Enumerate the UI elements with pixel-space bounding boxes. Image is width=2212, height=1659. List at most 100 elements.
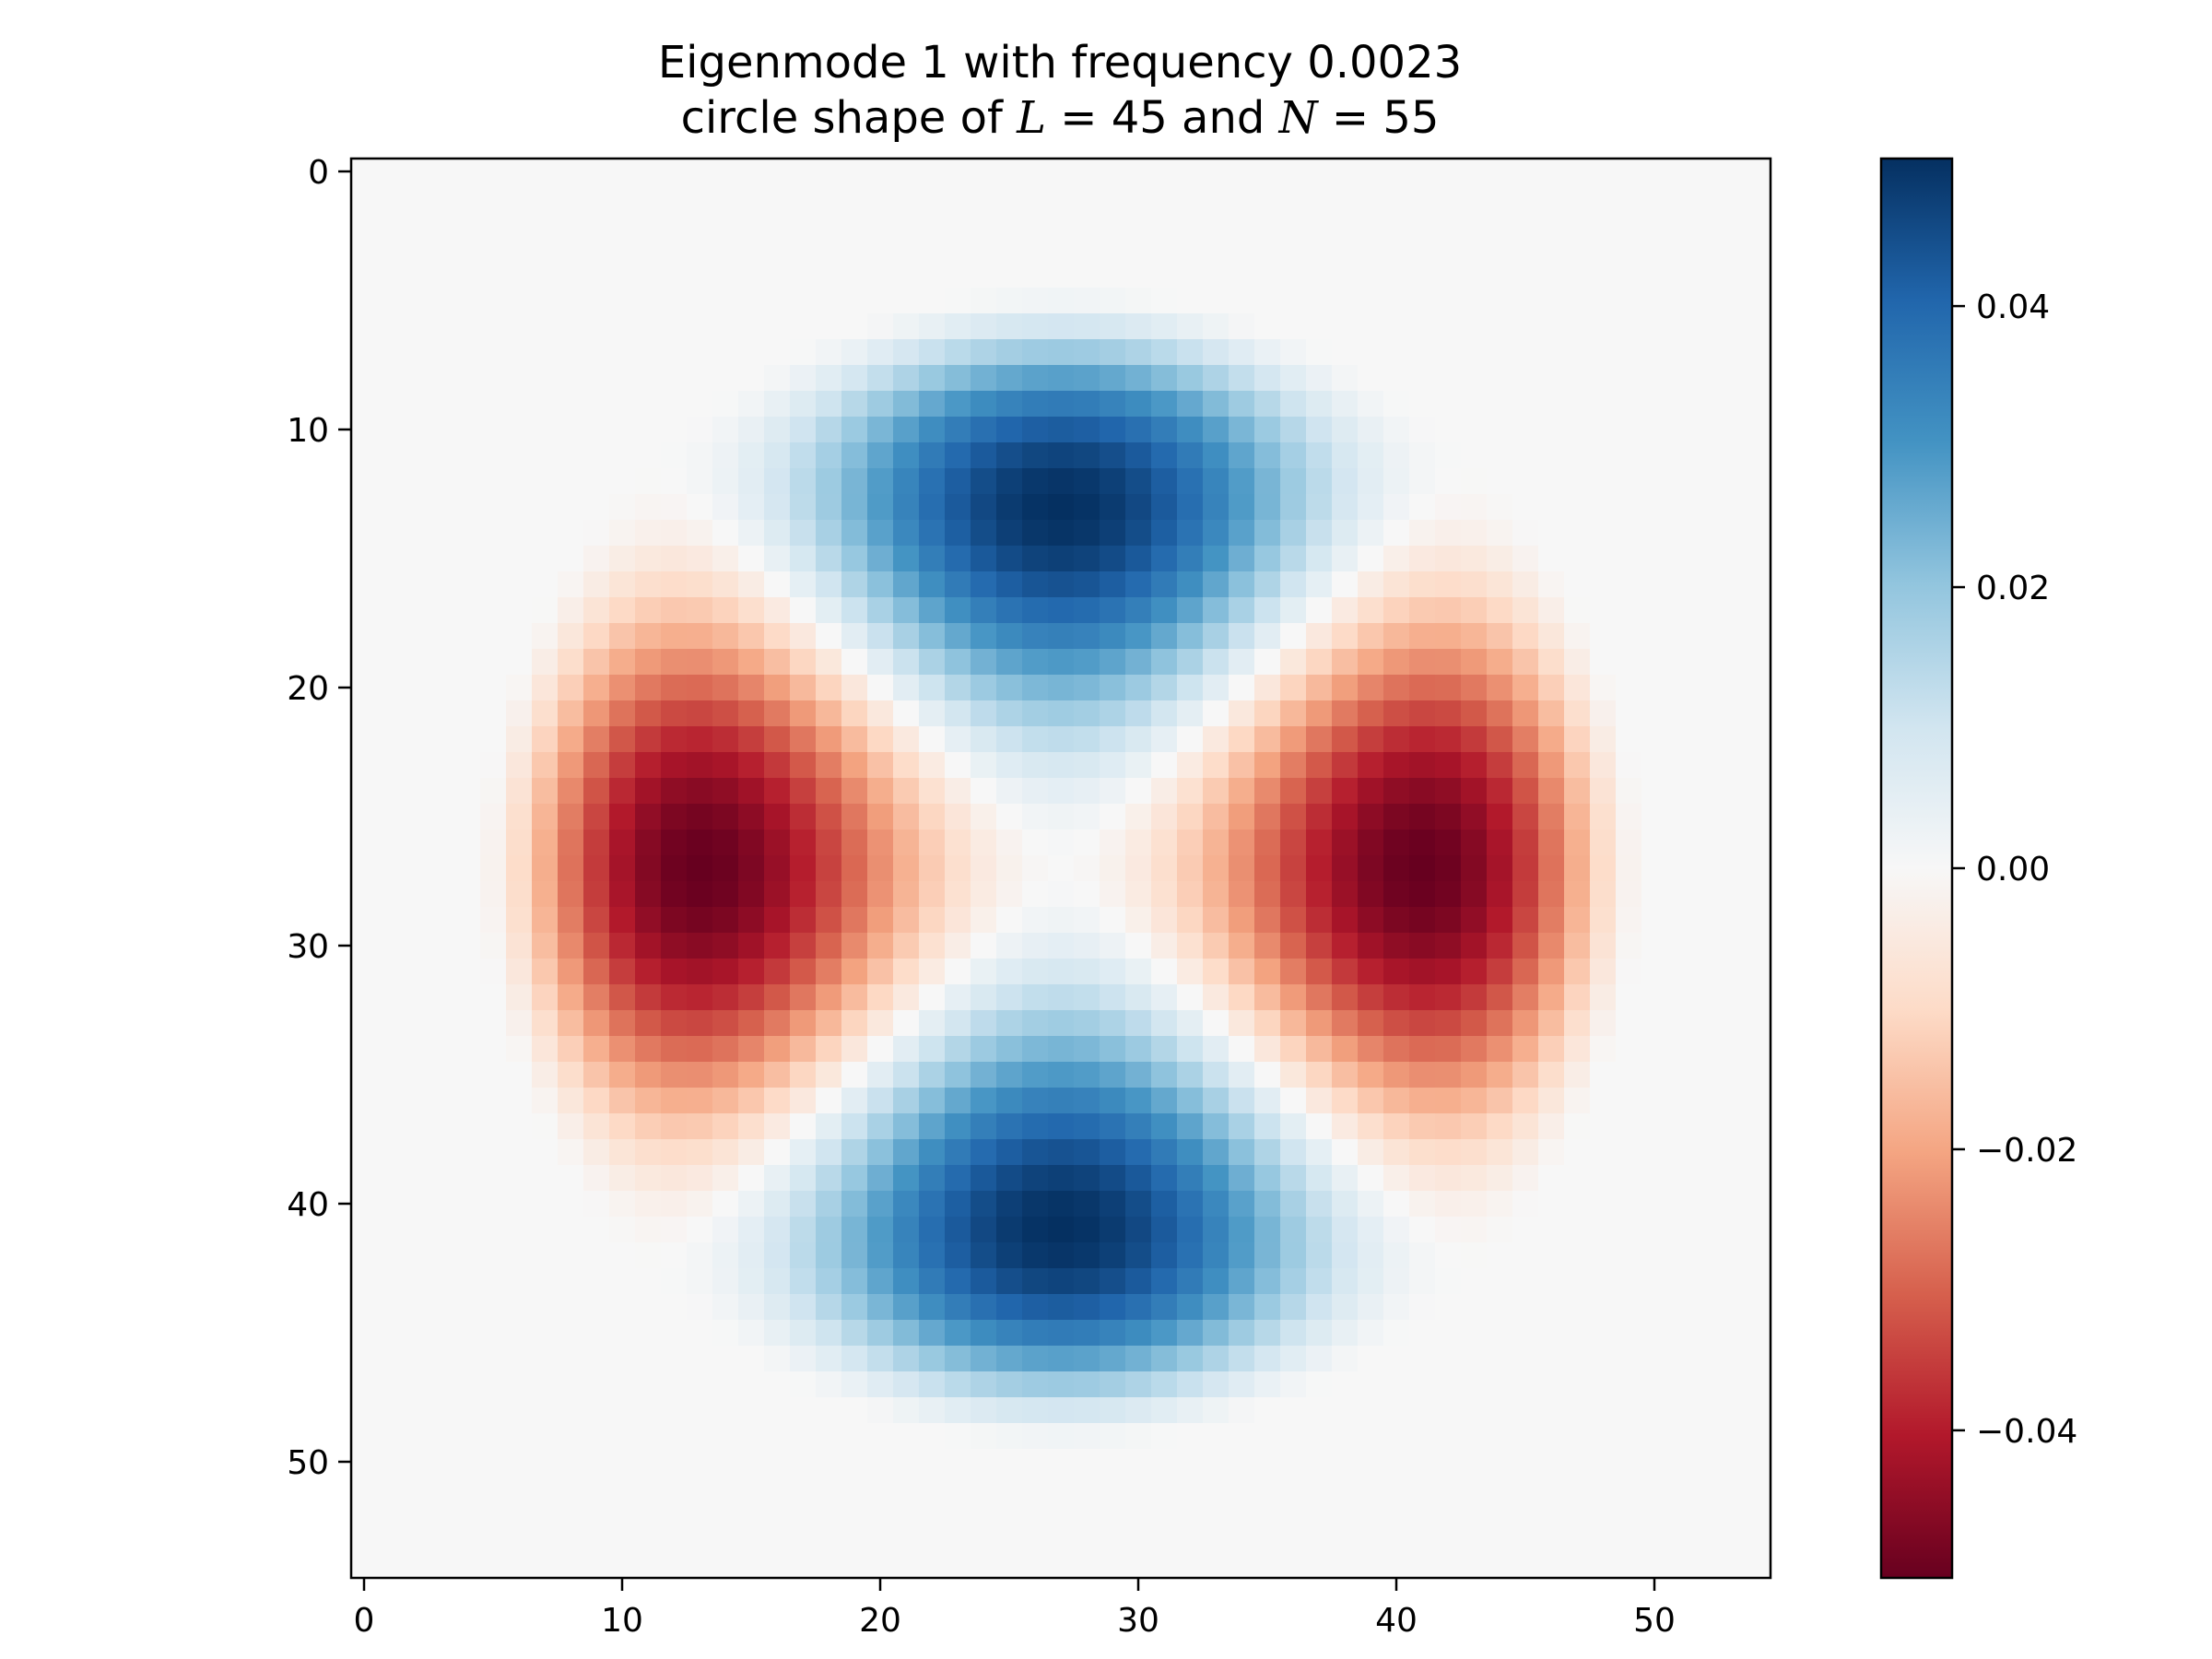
heatmap-cell	[583, 752, 610, 779]
heatmap-cell	[1409, 313, 1436, 340]
heatmap-cell	[1383, 365, 1410, 392]
heatmap-cell	[1383, 959, 1410, 985]
heatmap-cell	[1203, 184, 1230, 211]
heatmap-cell	[1641, 597, 1668, 624]
heatmap-cell	[454, 339, 481, 366]
heatmap-cell	[1306, 1475, 1333, 1501]
heatmap-cell	[1100, 1165, 1126, 1192]
heatmap-cell	[867, 778, 894, 805]
heatmap-cell	[480, 571, 507, 598]
heatmap-cell	[712, 1088, 739, 1114]
heatmap-cell	[403, 675, 429, 701]
heatmap-cell	[1022, 623, 1049, 650]
heatmap-cell	[403, 881, 429, 908]
heatmap-cell	[1151, 339, 1178, 366]
heatmap-cell	[996, 417, 1023, 443]
heatmap-cell	[635, 184, 662, 211]
heatmap-cell	[429, 1346, 455, 1372]
heatmap-cell	[1358, 468, 1384, 495]
heatmap-cell	[635, 649, 662, 676]
heatmap-cell	[609, 804, 636, 830]
heatmap-cell	[532, 1010, 559, 1037]
heatmap-cell	[1022, 881, 1049, 908]
heatmap-cell	[1667, 1242, 1694, 1269]
heatmap-cell	[1693, 907, 1720, 934]
heatmap-cell	[764, 804, 791, 830]
heatmap-cell	[506, 1165, 533, 1192]
heatmap-cell	[403, 597, 429, 624]
heatmap-cell	[1590, 339, 1617, 366]
heatmap-cell	[1125, 881, 1152, 908]
heatmap-cell	[661, 1062, 688, 1088]
heatmap-cell	[1719, 1268, 1746, 1295]
heatmap-cell	[609, 778, 636, 805]
heatmap-cell	[945, 391, 971, 418]
heatmap-cell	[558, 623, 584, 650]
heatmap-cell	[1641, 1036, 1668, 1063]
heatmap-cell	[1564, 1242, 1591, 1269]
heatmap-cell	[661, 339, 688, 366]
heatmap-cell	[1667, 1268, 1694, 1295]
heatmap-cell	[1358, 1113, 1384, 1140]
heatmap-cell	[558, 1010, 584, 1037]
heatmap-cell	[558, 1320, 584, 1347]
heatmap-cell	[1435, 804, 1462, 830]
heatmap-cell	[1616, 365, 1642, 392]
heatmap-cell	[1048, 236, 1075, 263]
heatmap-cell	[1074, 1320, 1100, 1347]
heatmap-cell	[583, 494, 610, 521]
heatmap-cell	[1512, 262, 1539, 288]
heatmap-cell	[583, 468, 610, 495]
heatmap-cell	[1641, 159, 1668, 185]
heatmap-cell	[429, 881, 455, 908]
heatmap-cell	[867, 959, 894, 985]
heatmap-cell	[558, 262, 584, 288]
heatmap-cell	[687, 313, 713, 340]
heatmap-cell	[351, 984, 378, 1011]
heatmap-cell	[635, 1036, 662, 1063]
heatmap-cell	[971, 391, 997, 418]
heatmap-cell	[867, 210, 894, 237]
heatmap-cell	[971, 1423, 997, 1450]
heatmap-cell	[661, 1552, 688, 1579]
heatmap-cell	[712, 907, 739, 934]
heatmap-cell	[764, 1036, 791, 1063]
heatmap-cell	[971, 1526, 997, 1553]
heatmap-cell	[712, 442, 739, 469]
heatmap-cell	[893, 1423, 920, 1450]
heatmap-cell	[1512, 494, 1539, 521]
heatmap-cell	[558, 984, 584, 1011]
heatmap-cell	[480, 184, 507, 211]
heatmap-cell	[1590, 1500, 1617, 1527]
heatmap-cell	[480, 1371, 507, 1398]
heatmap-cell	[816, 1475, 842, 1501]
heatmap-cell	[1719, 700, 1746, 727]
heatmap-cell	[351, 236, 378, 263]
heatmap-cell	[661, 520, 688, 547]
heatmap-cell	[712, 339, 739, 366]
heatmap-cell	[532, 649, 559, 676]
heatmap-cell	[687, 700, 713, 727]
heatmap-cell	[1100, 159, 1126, 185]
heatmap-cell	[1616, 571, 1642, 598]
heatmap-cell	[1693, 778, 1720, 805]
heatmap-cell	[687, 1268, 713, 1295]
heatmap-cell	[1616, 339, 1642, 366]
heatmap-cell	[996, 520, 1023, 547]
heatmap-cell	[1590, 1062, 1617, 1088]
heatmap-cell	[1100, 1475, 1126, 1501]
heatmap-cell	[1151, 1062, 1178, 1088]
heatmap-cell	[609, 1552, 636, 1579]
heatmap-cell	[1538, 1449, 1565, 1476]
heatmap-cell	[1487, 984, 1513, 1011]
heatmap-cell	[893, 1397, 920, 1424]
heatmap-cell	[1641, 313, 1668, 340]
heatmap-cell	[1151, 1320, 1178, 1347]
heatmap-cell	[1151, 1036, 1178, 1063]
heatmap-cell	[712, 184, 739, 211]
heatmap-cell	[1177, 210, 1204, 237]
heatmap-cell	[1358, 752, 1384, 779]
heatmap-cell	[1022, 1500, 1049, 1527]
heatmap-cell	[764, 778, 791, 805]
heatmap-cell	[1409, 417, 1436, 443]
